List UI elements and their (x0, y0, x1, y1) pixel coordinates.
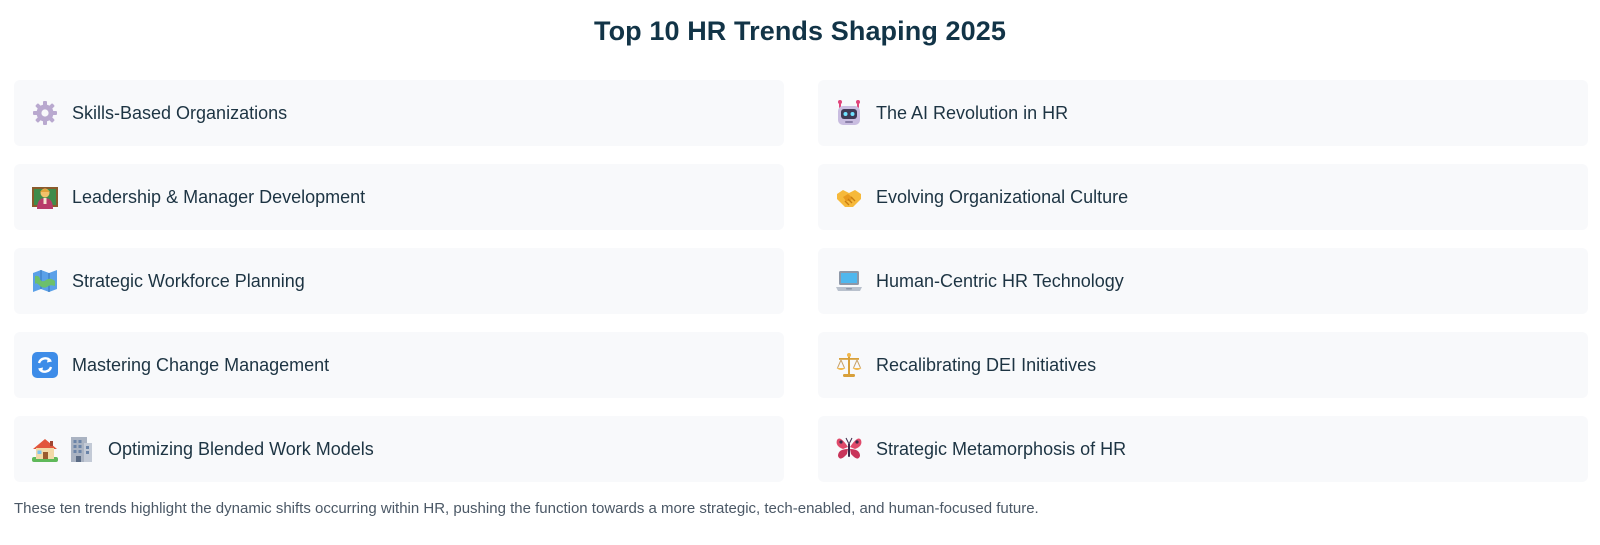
gear-icon (31, 99, 59, 127)
trend-card-blended-work: Optimizing Blended Work Models (14, 416, 784, 482)
trend-label: Strategic Metamorphosis of HR (876, 438, 1127, 459)
trend-label: Mastering Change Management (72, 354, 330, 375)
trend-card-dei: Recalibrating DEI Initiatives (818, 332, 1588, 398)
handshake-icon (835, 183, 863, 211)
trend-label: Leadership & Manager Development (72, 186, 366, 207)
trend-card-ai-revolution: The AI Revolution in HR (818, 80, 1588, 146)
butterfly-icon (835, 435, 863, 463)
trend-label: Human-Centric HR Technology (876, 270, 1124, 291)
arrows-cycle-icon (31, 351, 59, 379)
summary-text: These ten trends highlight the dynamic s… (14, 500, 1039, 517)
trend-card-leadership: Leadership & Manager Development (14, 164, 784, 230)
trend-label: Recalibrating DEI Initiatives (876, 354, 1097, 375)
trend-label: Strategic Workforce Planning (72, 270, 305, 291)
trend-label: The AI Revolution in HR (876, 102, 1069, 123)
trend-card-change-management: Mastering Change Management (14, 332, 784, 398)
trend-card-hr-technology: Human-Centric HR Technology (818, 248, 1588, 314)
trend-card-skills-based: Skills-Based Organizations (14, 80, 784, 146)
trend-card-metamorphosis: Strategic Metamorphosis of HR (818, 416, 1588, 482)
page-title: Top 10 HR Trends Shaping 2025 (594, 16, 1006, 46)
office-building-icon (67, 435, 95, 463)
teacher-icon (31, 183, 59, 211)
trend-label: Optimizing Blended Work Models (108, 438, 374, 459)
trend-card-culture: Evolving Organizational Culture (818, 164, 1588, 230)
trend-label: Evolving Organizational Culture (876, 186, 1129, 207)
trend-card-workforce-planning: Strategic Workforce Planning (14, 248, 784, 314)
trend-grid: Skills-Based Organizations The AI Revolu… (14, 80, 1588, 482)
trend-label: Skills-Based Organizations (72, 102, 288, 123)
balance-scale-icon (835, 351, 863, 379)
robot-icon (835, 99, 863, 127)
laptop-icon (835, 267, 863, 295)
house-icon (31, 435, 59, 463)
map-icon (31, 267, 59, 295)
